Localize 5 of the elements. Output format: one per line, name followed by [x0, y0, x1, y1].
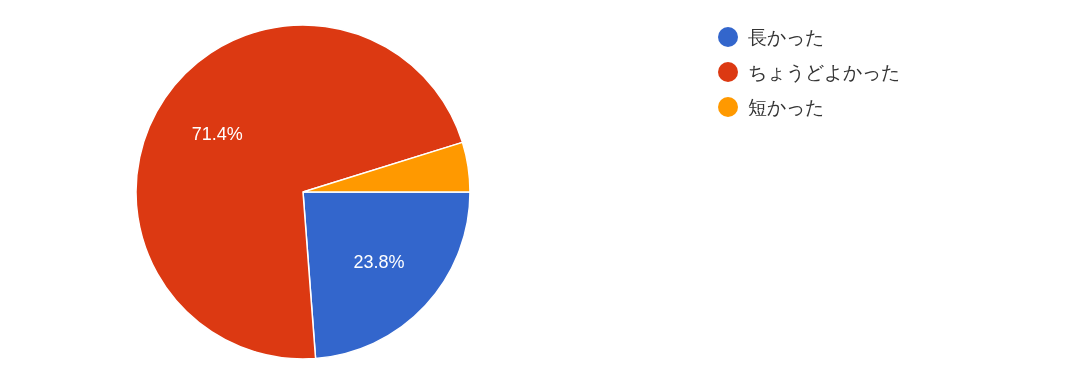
- data-label: 23.8%: [353, 252, 405, 273]
- legend-label: ちょうどよかった: [748, 61, 900, 83]
- legend-label: 短かった: [748, 96, 824, 118]
- legend-label: 長かった: [748, 26, 824, 48]
- data-label: 71.4%: [191, 123, 243, 144]
